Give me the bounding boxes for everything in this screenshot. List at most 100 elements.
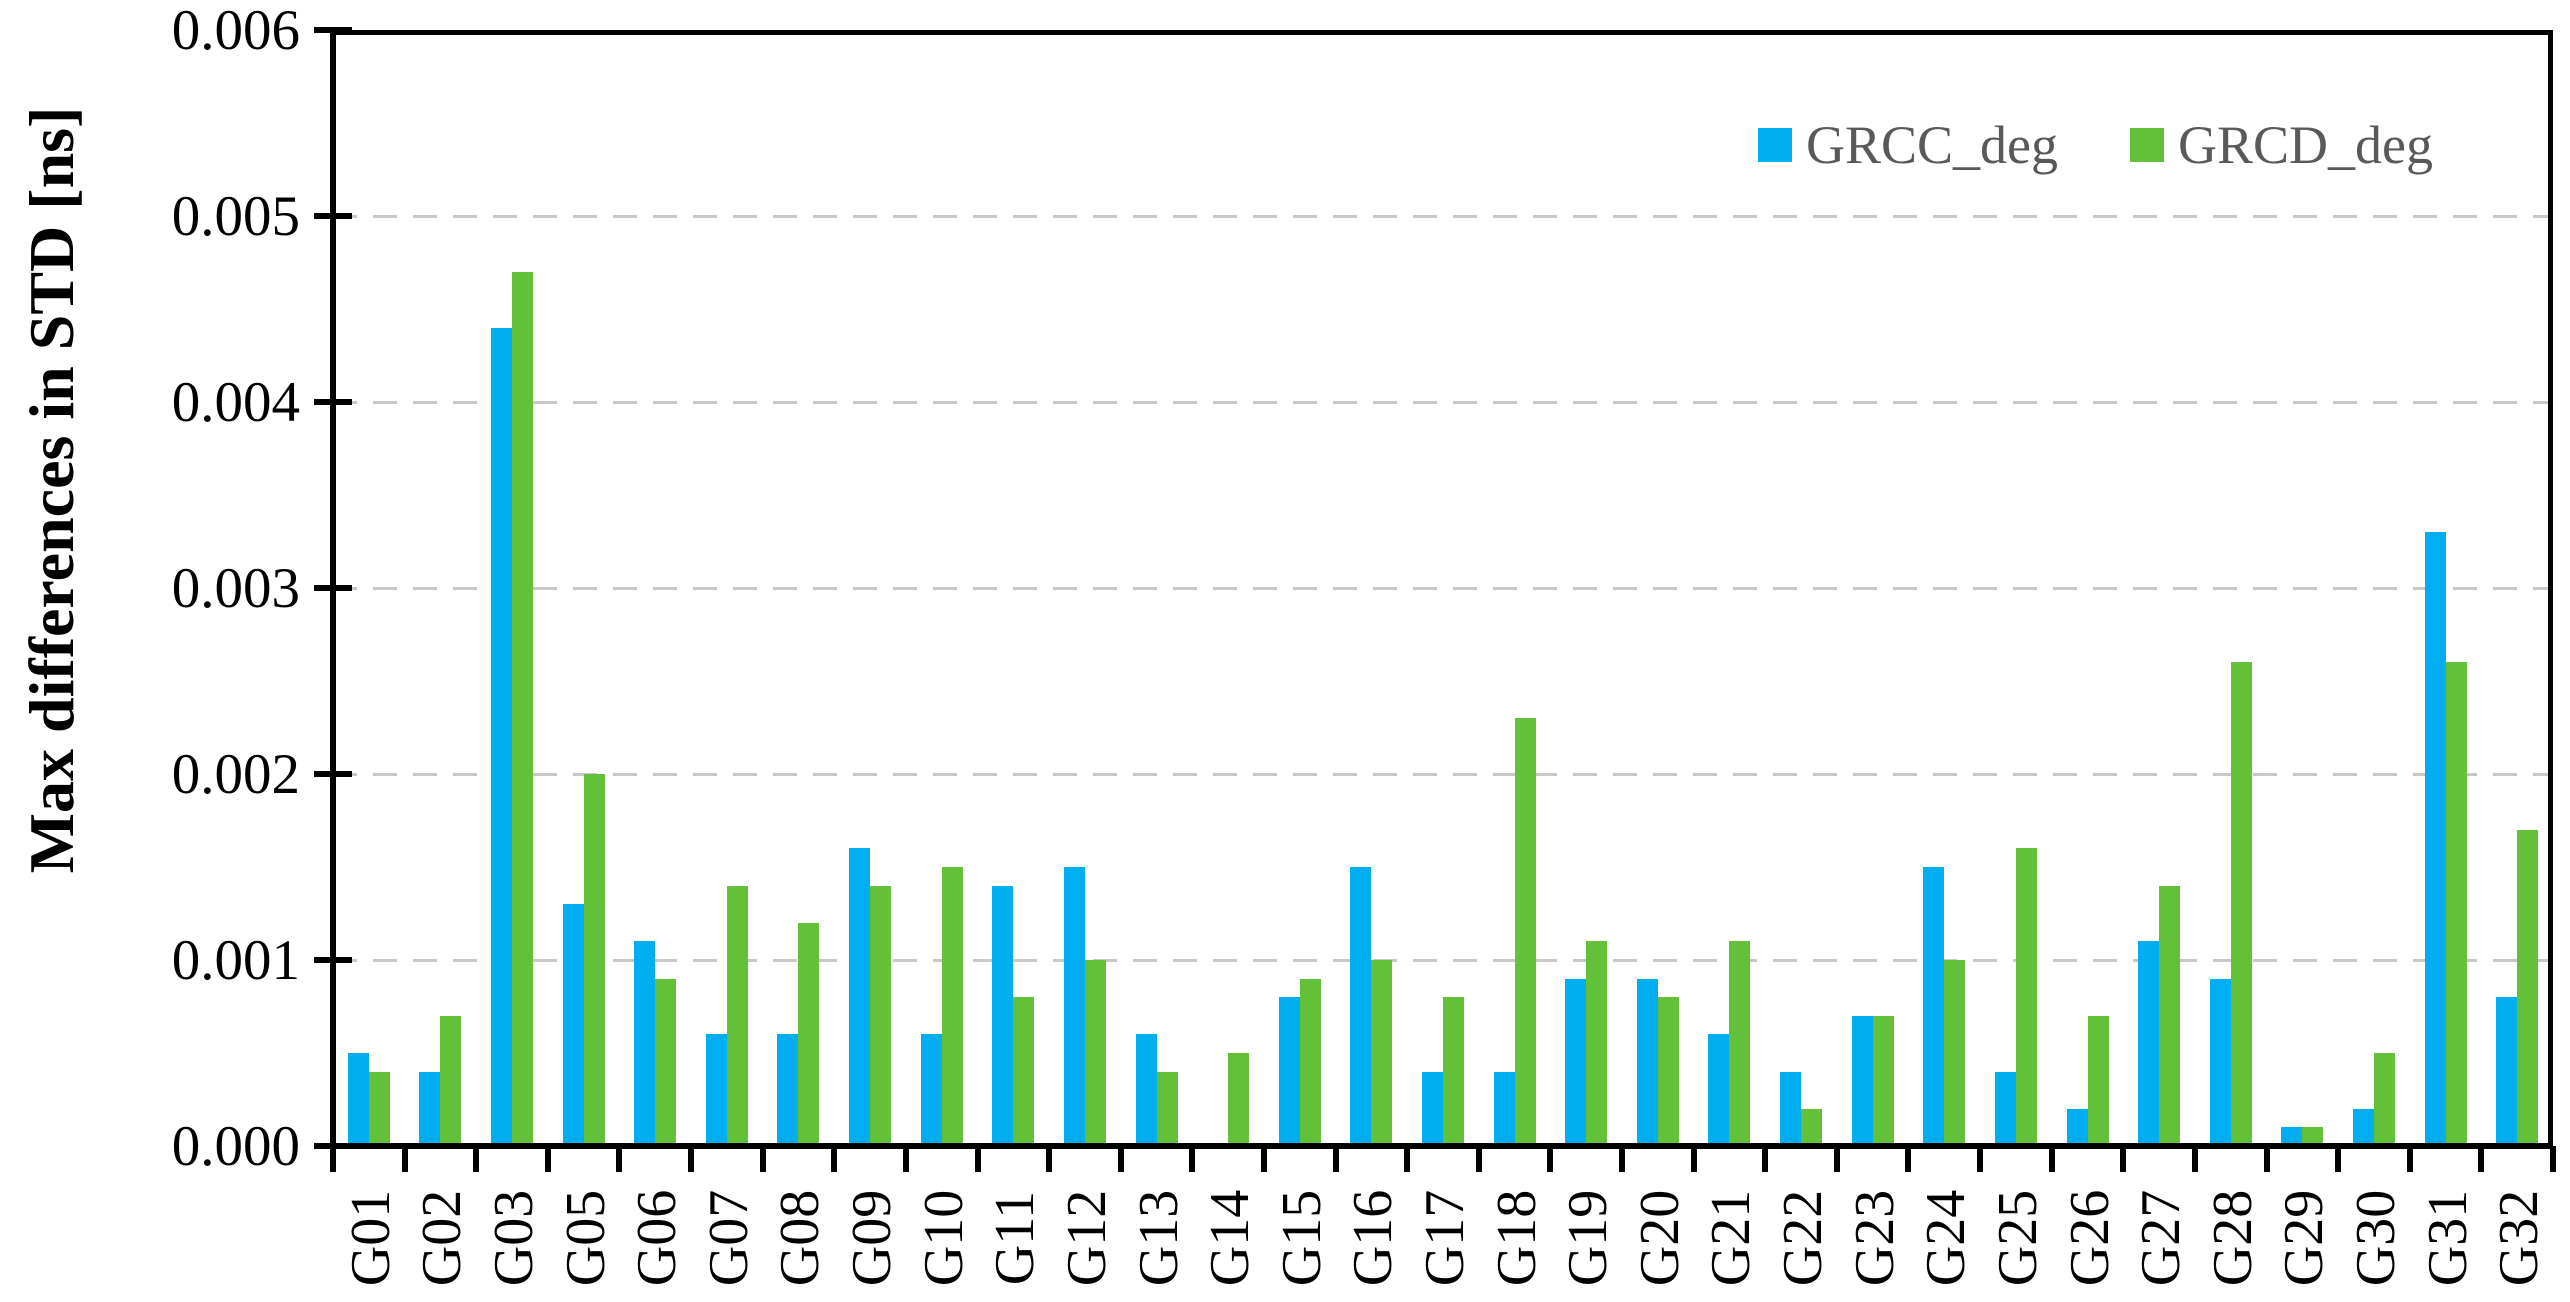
y-tick-label-0.002: 0.002	[171, 743, 300, 806]
x-tick-label-G15: G15	[1270, 1189, 1333, 1287]
legend-label-grcc: GRCC_deg	[1805, 115, 2058, 175]
x-tick-25	[2120, 1146, 2127, 1172]
y-tick-label-0.003: 0.003	[171, 557, 300, 620]
y-tick-label-0.005: 0.005	[171, 185, 300, 248]
x-tick-label-G10: G10	[912, 1189, 975, 1287]
x-tick-8	[902, 1146, 909, 1172]
bar-GRCC_deg-G09	[849, 848, 871, 1146]
x-tick-7	[831, 1146, 838, 1172]
x-tick-label-G12: G12	[1055, 1189, 1118, 1287]
bar-GRCD_deg-G03	[512, 271, 534, 1146]
x-tick-label-G27: G27	[2130, 1189, 2193, 1287]
bar-GRCD_deg-G06	[655, 978, 677, 1146]
x-tick-label-G18: G18	[1485, 1189, 1548, 1287]
y-tick-0.003	[314, 585, 352, 591]
x-tick-22	[1905, 1146, 1912, 1172]
y-tick-0.002	[314, 771, 352, 777]
x-tick-label-G22: G22	[1772, 1189, 1835, 1287]
top-border	[333, 30, 2553, 35]
bar-GRCD_deg-G16	[1371, 960, 1393, 1146]
gridline-0.005	[333, 215, 2553, 218]
bar-GRCD_deg-G09	[870, 885, 892, 1146]
legend: GRCC_deg GRCD_deg	[1757, 115, 2433, 175]
x-tick-17	[1547, 1146, 1554, 1172]
bar-GRCD_deg-G19	[1586, 941, 1608, 1146]
x-tick-label-G06: G06	[626, 1189, 689, 1287]
bar-GRCC_deg-G20	[1636, 978, 1658, 1146]
bar-GRCC_deg-G29	[2281, 1127, 2303, 1146]
bar-GRCD_deg-G15	[1299, 978, 1321, 1146]
bar-GRCD_deg-G07	[726, 885, 748, 1146]
y-tick-label-0.000: 0.000	[171, 1115, 300, 1178]
bar-GRCC_deg-G31	[2424, 532, 2446, 1146]
x-tick-label-G16: G16	[1342, 1189, 1405, 1287]
x-tick-16	[1475, 1146, 1482, 1172]
x-tick-label-G29: G29	[2273, 1189, 2336, 1287]
x-tick-27	[2263, 1146, 2270, 1172]
x-tick-4	[616, 1146, 623, 1172]
grcd-swatch-icon	[2130, 128, 2164, 162]
bar-GRCC_deg-G10	[920, 1034, 942, 1146]
x-tick-11	[1117, 1146, 1124, 1172]
x-tick-label-G13: G13	[1127, 1189, 1190, 1287]
bar-GRCC_deg-G08	[777, 1034, 799, 1146]
bar-GRCC_deg-G02	[419, 1071, 441, 1146]
bar-GRCC_deg-G07	[705, 1034, 727, 1146]
x-tick-9	[974, 1146, 981, 1172]
bar-GRCC_deg-G12	[1063, 867, 1085, 1146]
bar-GRCC_deg-G23	[1851, 1015, 1873, 1146]
bar-GRCD_deg-G30	[2373, 1053, 2395, 1146]
x-tick-18	[1619, 1146, 1626, 1172]
x-tick-label-G32: G32	[2488, 1189, 2551, 1287]
x-tick-29	[2406, 1146, 2413, 1172]
bar-GRCC_deg-G21	[1708, 1034, 1730, 1146]
x-tick-label-G20: G20	[1628, 1189, 1691, 1287]
bar-GRCC_deg-G30	[2352, 1108, 2374, 1146]
x-tick-28	[2335, 1146, 2342, 1172]
bar-GRCC_deg-G27	[2138, 941, 2160, 1146]
bar-GRCC_deg-G01	[347, 1053, 369, 1146]
bar-GRCD_deg-G21	[1729, 941, 1751, 1146]
bar-GRCD_deg-G14	[1228, 1053, 1250, 1146]
x-tick-31	[2550, 1146, 2556, 1172]
y-tick-label-0.006: 0.006	[171, 0, 300, 62]
bar-GRCC_deg-G11	[992, 885, 1014, 1146]
x-tick-label-G23: G23	[1843, 1189, 1906, 1287]
x-tick-12	[1189, 1146, 1196, 1172]
legend-item-grcc: GRCC_deg	[1757, 115, 2058, 175]
legend-item-grcd: GRCD_deg	[2130, 118, 2433, 172]
x-tick-label-G01: G01	[339, 1189, 402, 1287]
x-tick-label-G30: G30	[2344, 1189, 2407, 1287]
x-tick-5	[688, 1146, 695, 1172]
x-tick-20	[1762, 1146, 1769, 1172]
bar-GRCD_deg-G01	[368, 1071, 390, 1146]
bar-GRCC_deg-G19	[1565, 978, 1587, 1146]
x-tick-24	[2048, 1146, 2055, 1172]
gridline-0.003	[333, 587, 2553, 590]
bar-GRCC_deg-G32	[2496, 997, 2518, 1146]
x-tick-23	[1977, 1146, 1984, 1172]
bar-GRCD_deg-G31	[2445, 662, 2467, 1146]
y-tick-0.005	[314, 213, 352, 219]
gridline-0.001	[333, 959, 2553, 962]
x-tick-label-G28: G28	[2201, 1189, 2264, 1287]
bar-GRCC_deg-G28	[2209, 978, 2231, 1146]
y-tick-0.006	[314, 27, 352, 33]
bar-GRCC_deg-G24	[1923, 867, 1945, 1146]
bar-GRCC_deg-G13	[1135, 1034, 1157, 1146]
y-tick-label-0.004: 0.004	[171, 371, 300, 434]
x-tick-label-G08: G08	[769, 1189, 832, 1287]
x-tick-26	[2191, 1146, 2198, 1172]
gridline-0.004	[333, 401, 2553, 404]
x-tick-label-G02: G02	[411, 1189, 474, 1287]
bar-GRCD_deg-G26	[2087, 1015, 2109, 1146]
bar-GRCD_deg-G02	[440, 1015, 462, 1146]
bar-GRCD_deg-G29	[2302, 1127, 2324, 1146]
x-tick-label-G26: G26	[2058, 1189, 2121, 1287]
x-tick-label-G05: G05	[554, 1189, 617, 1287]
gridline-0.002	[333, 773, 2553, 776]
x-tick-label-G09: G09	[841, 1189, 904, 1287]
bar-GRCC_deg-G06	[634, 941, 656, 1146]
y-tick-0.004	[314, 399, 352, 405]
right-border	[2548, 30, 2553, 1146]
